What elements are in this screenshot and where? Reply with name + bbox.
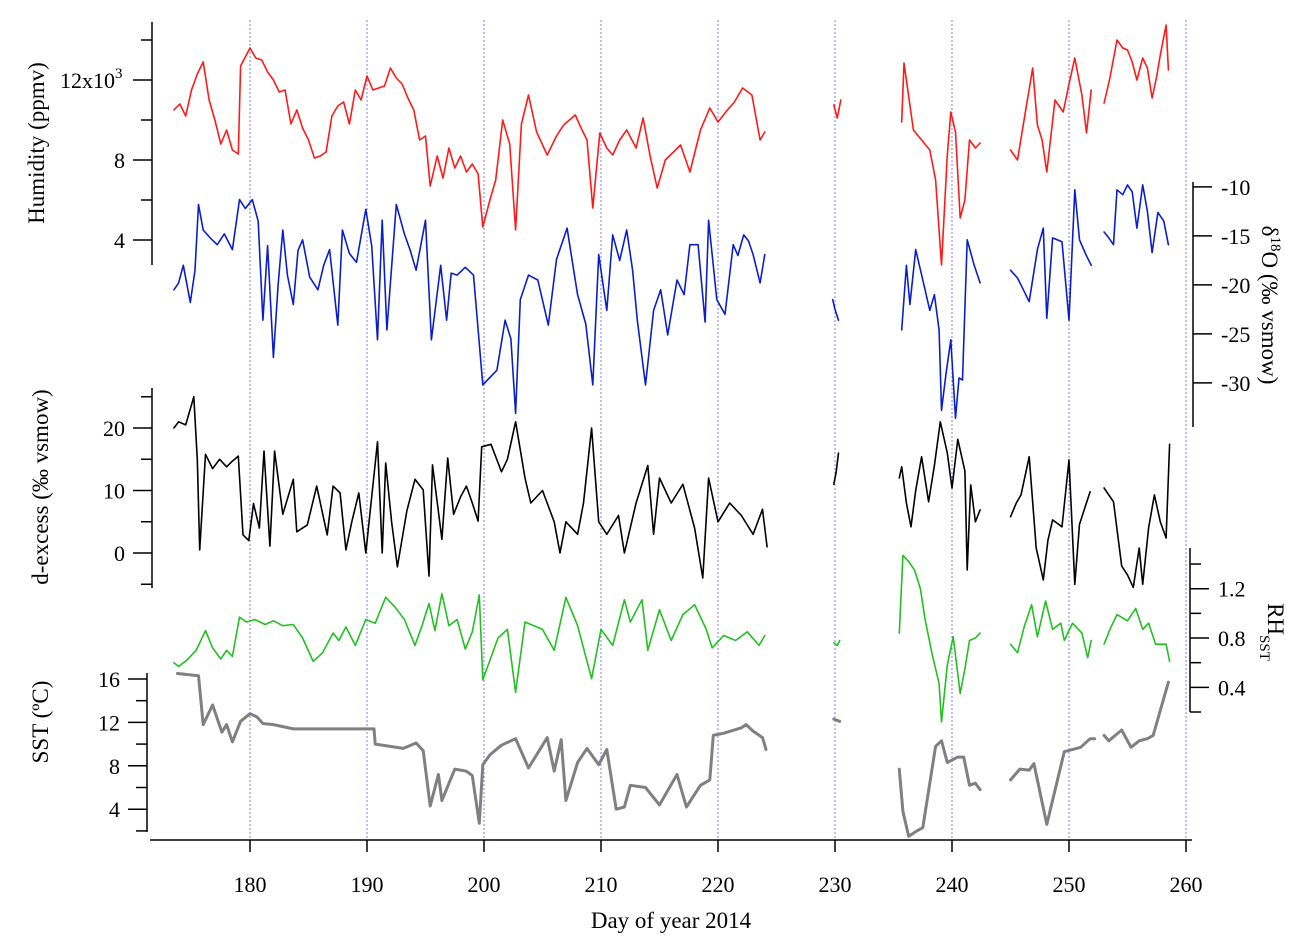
- dexcess-line-segment-5: [1103, 443, 1171, 589]
- d18o-line-segment-5: [1103, 184, 1170, 254]
- x-tick-label-250: 250: [1053, 872, 1086, 897]
- vertical-gridlines: [249, 20, 1187, 840]
- rhsst-line-segment-5: [1103, 607, 1171, 663]
- x-tick-label-210: 210: [585, 872, 618, 897]
- dexcess-tick-label: 20: [103, 416, 125, 441]
- rhsst-tick-label: 0.4: [1218, 675, 1246, 700]
- x-tick-label-230: 230: [819, 872, 852, 897]
- rhsst-title-sub: SST: [1256, 635, 1272, 661]
- rhsst-title-main: RH: [1263, 603, 1288, 635]
- rhsst-line-segment-1: [173, 592, 766, 694]
- humidity-axis-title: Humidity (ppmv): [24, 62, 49, 224]
- humidity-line-segment-2: [832, 99, 842, 119]
- dexcess-tick-label: 0: [114, 541, 125, 566]
- sst-line-segment-4: [1009, 737, 1097, 826]
- series-humidity: [173, 24, 1170, 266]
- d18o-tick-label: -15: [1221, 224, 1250, 249]
- humidity-tick-label: 12x10: [60, 68, 115, 93]
- rhsst-axis-title: RHSST: [1256, 603, 1288, 661]
- d18o-title-sup: 18: [1267, 236, 1283, 251]
- d18o-tick-label: -10: [1221, 175, 1250, 200]
- humidity-line-segment-4: [1009, 57, 1092, 173]
- series-d18o: [173, 184, 1170, 420]
- sst-tick-label: 16: [98, 667, 120, 692]
- d18o-tick-label: -25: [1221, 322, 1250, 347]
- d18o-tick-label: -20: [1221, 273, 1250, 298]
- rhsst-line-segment-4: [1009, 600, 1092, 659]
- humidity-tick-label: 4: [114, 228, 125, 253]
- humidity-tick-exponent: 3: [115, 66, 123, 82]
- sst-tick-label: 12: [98, 710, 120, 735]
- sst-tick-label: 4: [109, 797, 120, 822]
- sst-line-segment-2: [832, 717, 842, 723]
- dexcess-line-segment-2: [832, 452, 840, 486]
- rhsst-line-segment-2: [832, 639, 841, 647]
- humidity-line-segment-3: [900, 62, 981, 266]
- dexcess-line-segment-3: [898, 420, 981, 571]
- series-lines: [173, 24, 1171, 838]
- x-axis-title: Day of year 2014: [591, 908, 752, 933]
- dexcess-axis-title: d-excess (‰ vsmow): [28, 389, 53, 584]
- x-tick-label-260: 260: [1170, 872, 1203, 897]
- d18o-line-segment-2: [831, 298, 840, 322]
- humidity-tick-label: 8: [114, 148, 125, 173]
- d18o-tick-label: -30: [1221, 371, 1250, 396]
- d18o-title-delta: δ: [1257, 226, 1282, 237]
- d18o-line-segment-1: [173, 198, 766, 415]
- humidity-line-segment-5: [1103, 24, 1170, 104]
- dexcess-line-segment-1: [173, 395, 768, 579]
- x-tick-label-220: 220: [702, 872, 735, 897]
- d18o-line-segment-3: [900, 239, 981, 420]
- sst-line-segment-5: [1102, 680, 1170, 749]
- sst-tick-label: 8: [109, 754, 120, 779]
- x-tick-label-190: 190: [351, 872, 384, 897]
- dexcess-tick-label: 10: [103, 479, 125, 504]
- sst-axis-title: SST (ºC): [28, 681, 53, 764]
- d18o-title-rest: O (‰ vsmow): [1257, 251, 1282, 384]
- d18o-line-segment-4: [1009, 189, 1092, 322]
- d18o-axis-title: δ18O (‰ vsmow): [1257, 226, 1283, 385]
- x-tick-label-200: 200: [468, 872, 501, 897]
- sst-line-segment-3: [897, 739, 982, 838]
- x-tick-label-180: 180: [234, 872, 267, 897]
- rhsst-line-segment-3: [898, 554, 981, 723]
- x-tick-label-240: 240: [936, 872, 969, 897]
- rhsst-tick-label: 1.2: [1218, 577, 1246, 602]
- series-dexcess: [173, 395, 1171, 589]
- rhsst-tick-label: 0.8: [1218, 626, 1246, 651]
- series-sst: [176, 672, 1170, 838]
- series-rhsst: [173, 554, 1171, 723]
- dexcess-line-segment-4: [1009, 455, 1091, 586]
- sst-line-segment-1: [176, 672, 768, 825]
- humidity-line-segment-1: [173, 47, 766, 231]
